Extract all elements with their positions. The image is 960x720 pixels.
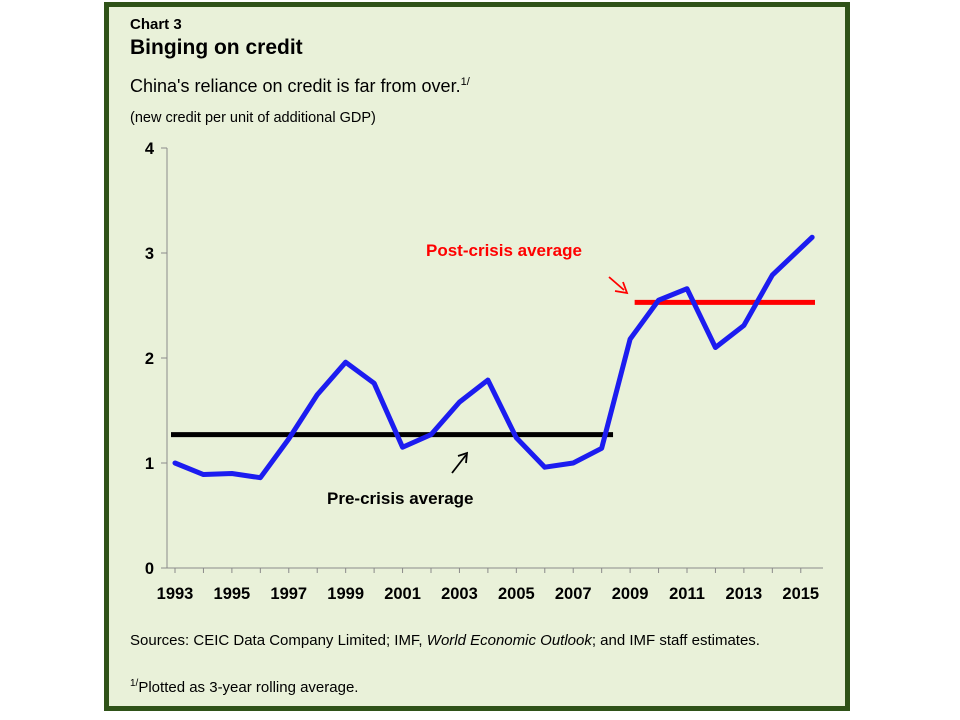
- y-tick-label: 3: [145, 245, 154, 263]
- x-tick-label: 1995: [214, 585, 251, 603]
- pre-crisis-arrowhead-icon: [457, 451, 469, 464]
- chart-number: Chart 3: [130, 16, 182, 33]
- x-tick-label: 2003: [441, 585, 478, 603]
- series-lines: [172, 234, 815, 481]
- sources-note: Sources: CEIC Data Company Limited; IMF,…: [130, 632, 830, 650]
- annotations: Post-crisis average Pre-crisis average: [327, 241, 629, 508]
- sources-prefix: Sources: CEIC Data Company Limited; IMF,: [130, 632, 427, 649]
- x-tick-label: 1997: [270, 585, 307, 603]
- x-tick-label: 2005: [498, 585, 535, 603]
- y-axis-unit-label: (new credit per unit of additional GDP): [130, 110, 376, 126]
- x-tick-label: 1999: [327, 585, 364, 603]
- x-tick-label: 2013: [726, 585, 763, 603]
- axes: 0 1 2 3 4 1993 1995 1997 1999 2001 2003 2005 2007 200…: [145, 140, 823, 603]
- y-tick-label: 2: [145, 350, 154, 368]
- x-tick-label: 2007: [555, 585, 592, 603]
- footnote-mark: 1/: [130, 678, 139, 689]
- pre-crisis-label: Pre-crisis average: [327, 489, 474, 508]
- y-tick-label: 0: [145, 560, 154, 578]
- post-crisis-label: Post-crisis average: [426, 241, 582, 260]
- post-crisis-arrowhead-icon: [614, 281, 629, 295]
- footnote-text: Plotted as 3-year rolling average.: [138, 679, 359, 696]
- x-tick-label: 2015: [782, 585, 819, 603]
- x-tick-label: 1993: [157, 585, 194, 603]
- chart-subtitle: China's reliance on credit is far from o…: [130, 76, 470, 97]
- sources-italic: World Economic Outlook: [426, 632, 592, 649]
- subtitle-footnote-mark: 1/: [460, 76, 470, 88]
- footnote: 1/Plotted as 3-year rolling average.: [130, 678, 358, 696]
- credit-series-line: [172, 234, 815, 481]
- pre-crisis-arrow-icon: [451, 454, 467, 474]
- x-tick-label: 2011: [669, 585, 705, 603]
- sources-suffix: ; and IMF staff estimates.: [591, 632, 760, 649]
- subtitle-text: China's reliance on credit is far from o…: [130, 76, 461, 96]
- y-tick-label: 4: [145, 140, 155, 158]
- x-tick-label: 2001: [384, 585, 421, 603]
- reference-lines: [171, 299, 815, 438]
- x-tick-label: 2009: [612, 585, 649, 603]
- chart-title: Binging on credit: [130, 36, 303, 59]
- chart-panel: [104, 2, 850, 711]
- y-tick-label: 1: [145, 455, 154, 473]
- post-crisis-arrow-icon: [608, 276, 625, 291]
